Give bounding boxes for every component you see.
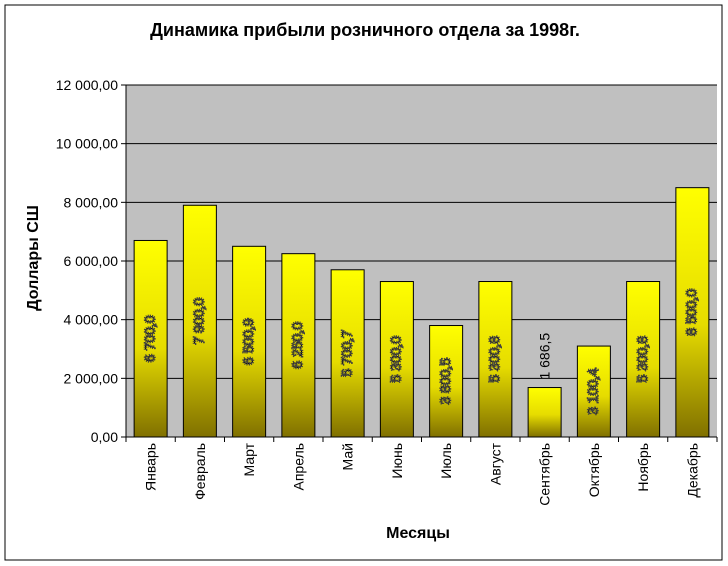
value-label: 5 300,8 bbox=[486, 336, 502, 383]
bar bbox=[379, 281, 414, 438]
y-tick-label: 2 000,00 bbox=[64, 370, 119, 386]
bar bbox=[675, 187, 710, 438]
y-tick-label: 4 000,00 bbox=[64, 312, 119, 328]
x-tick-label: Июль bbox=[438, 443, 454, 479]
bar bbox=[626, 281, 661, 438]
x-axis-title: Месяцы bbox=[386, 525, 450, 542]
x-tick-label: Январь bbox=[143, 443, 159, 491]
value-label: 5 300,0 bbox=[388, 336, 404, 383]
y-tick-label: 10 000,00 bbox=[56, 136, 118, 152]
value-label: 5 700,7 bbox=[338, 330, 354, 377]
bar bbox=[429, 325, 464, 438]
y-tick-label: 6 000,00 bbox=[64, 253, 119, 269]
y-tick-label: 12 000,00 bbox=[56, 77, 118, 93]
value-label: 7 900,0 bbox=[191, 298, 207, 345]
bar bbox=[182, 204, 217, 438]
bar bbox=[232, 245, 267, 438]
value-label: 6 700,0 bbox=[141, 315, 157, 362]
value-label: 8 500,0 bbox=[683, 289, 699, 336]
value-label: 5 300,8 bbox=[634, 336, 650, 383]
chart-title: Динамика прибыли розничного отдела за 19… bbox=[150, 20, 580, 40]
x-tick-label: Август bbox=[487, 442, 503, 485]
bar bbox=[133, 239, 168, 438]
y-tick-label: 8 000,00 bbox=[64, 194, 119, 210]
value-label: 6 250,0 bbox=[289, 322, 305, 369]
x-tick-label: Февраль bbox=[192, 443, 208, 500]
y-tick-label: 0,00 bbox=[91, 429, 118, 445]
x-tick-label: Май bbox=[340, 443, 356, 470]
bar bbox=[527, 387, 562, 438]
value-label: 1 686,5 bbox=[537, 333, 553, 380]
x-tick-label: Март bbox=[241, 442, 257, 476]
bar bbox=[330, 269, 365, 438]
x-tick-label: Сентябрь bbox=[537, 443, 553, 506]
bar bbox=[576, 345, 611, 438]
value-label: 3 100,4 bbox=[585, 368, 601, 415]
y-axis-title: Доллары СШ bbox=[25, 205, 42, 311]
bar bbox=[281, 253, 316, 438]
value-label: 3 800,5 bbox=[437, 358, 453, 405]
x-tick-label: Ноябрь bbox=[635, 443, 651, 492]
x-tick-label: Июнь bbox=[389, 443, 405, 479]
x-tick-label: Апрель bbox=[290, 443, 306, 491]
x-tick-label: Октябрь bbox=[586, 443, 602, 497]
value-label: 6 500,9 bbox=[240, 318, 256, 365]
x-tick-label: Декабрь bbox=[684, 443, 700, 498]
